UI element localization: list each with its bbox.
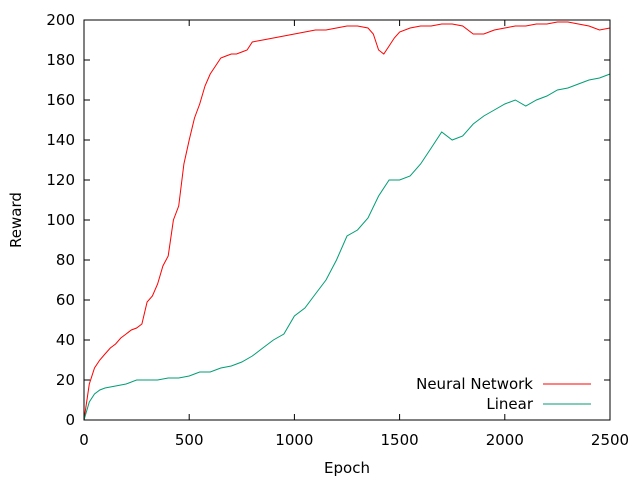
series-line-linear [83, 73, 611, 421]
series-line-neural-network [83, 21, 611, 421]
x-tick-label: 500 [175, 431, 204, 449]
y-tick-label: 180 [46, 51, 75, 69]
y-tick-label: 140 [46, 131, 75, 149]
legend: Neural Network Linear [416, 375, 591, 413]
series-layer [83, 21, 611, 421]
x-tick-label: 1500 [381, 431, 419, 449]
y-tick-label: 20 [56, 371, 75, 389]
y-tick-label: 40 [56, 331, 75, 349]
y-tick-label: 120 [46, 171, 75, 189]
y-axis-label: Reward [7, 192, 25, 248]
y-tick-label: 200 [46, 11, 75, 29]
legend-label: Neural Network [416, 375, 533, 393]
x-axis-label: Epoch [324, 459, 370, 477]
y-tick-label: 100 [46, 211, 75, 229]
x-tick-label: 2000 [486, 431, 524, 449]
legend-label: Linear [486, 395, 533, 413]
y-tick-label: 160 [46, 91, 75, 109]
x-tick-label: 1000 [275, 431, 313, 449]
x-tick-label: 0 [79, 431, 89, 449]
y-tick-label: 0 [65, 411, 75, 429]
y-tick-label: 80 [56, 251, 75, 269]
y-tick-label: 60 [56, 291, 75, 309]
ticks-layer: 0 500 1000 1500 2000 2500 0 20 40 60 80 100 120 140 16… [46, 11, 629, 449]
plot-frame [83, 19, 611, 421]
x-tick-label: 2500 [591, 431, 629, 449]
